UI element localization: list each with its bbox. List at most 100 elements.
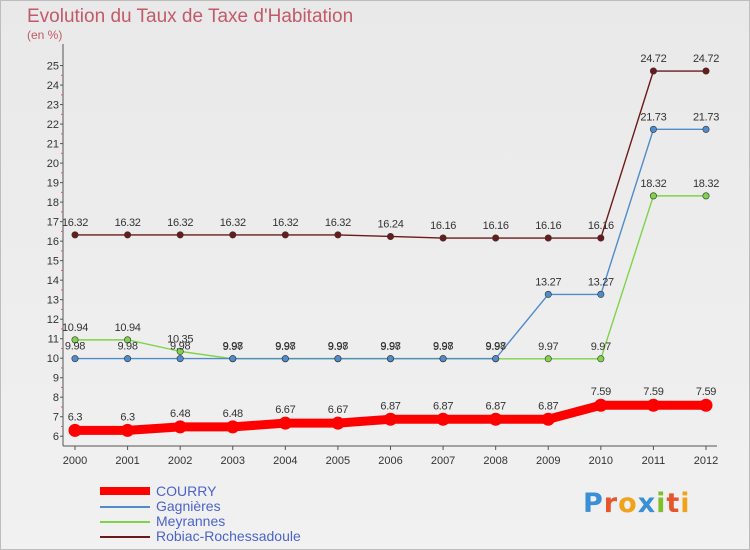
data-point xyxy=(649,125,657,133)
logo-letter: r xyxy=(603,488,619,519)
x-tick-label: 2011 xyxy=(642,455,666,467)
data-point xyxy=(226,420,240,434)
data-point xyxy=(71,355,79,363)
data-label: 9.97 xyxy=(328,341,348,353)
legend-swatch-gagnieres xyxy=(100,506,150,508)
data-point xyxy=(439,355,447,363)
data-point xyxy=(702,125,710,133)
data-label: 9.97 xyxy=(486,341,506,353)
legend-swatch-courry xyxy=(100,487,150,495)
data-label: 21.73 xyxy=(693,111,719,123)
logo-letter: P xyxy=(583,488,604,519)
data-label: 6.87 xyxy=(433,400,453,412)
data-label: 9.97 xyxy=(275,341,295,353)
data-point xyxy=(597,355,605,363)
data-label: 9.98 xyxy=(380,341,400,353)
data-point xyxy=(702,192,710,200)
y-unit-label: (en %) xyxy=(27,28,63,42)
data-point xyxy=(597,234,605,242)
data-point xyxy=(68,423,82,437)
y-tick-label: 20 xyxy=(47,158,59,170)
data-point xyxy=(334,355,342,363)
y-tick-label: 12 xyxy=(47,314,59,326)
data-point xyxy=(597,290,605,298)
data-point xyxy=(278,416,292,430)
y-tick-label: 22 xyxy=(47,119,59,131)
data-point xyxy=(176,347,184,355)
data-point xyxy=(386,355,394,363)
data-label: 6.67 xyxy=(328,404,348,416)
data-label: 16.32 xyxy=(325,217,351,229)
series-line-robiac-rochessadoule xyxy=(74,70,707,239)
y-tick-label: 23 xyxy=(47,100,59,112)
y-tick-label: 7 xyxy=(53,412,59,424)
x-tick-label: 2000 xyxy=(63,455,87,467)
legend-label-courry: COURRY xyxy=(156,483,217,499)
y-tick-label: 16 xyxy=(47,236,59,248)
chart-title: Evolution du Taux de Taxe d'Habitation xyxy=(27,6,354,27)
data-label: 24.72 xyxy=(640,53,666,65)
y-tick-label: 8 xyxy=(53,392,59,404)
x-tick-label: 2002 xyxy=(168,455,192,467)
data-label: 13.27 xyxy=(535,276,561,288)
data-label: 6.87 xyxy=(538,400,558,412)
data-label: 9.98 xyxy=(170,341,190,353)
legend-label-robiac: Robiac-Rochessadoule xyxy=(156,528,301,544)
data-label: 9.97 xyxy=(433,341,453,353)
data-label: 9.98 xyxy=(223,341,243,353)
logo-letter: x xyxy=(637,488,657,519)
y-tick-label: 14 xyxy=(47,275,59,287)
data-point xyxy=(176,231,184,239)
data-point xyxy=(334,231,342,239)
data-point xyxy=(702,67,710,75)
data-label: 9.97 xyxy=(538,341,558,353)
data-point xyxy=(489,412,503,426)
data-label: 9.98 xyxy=(328,341,348,353)
y-tick-label: 6 xyxy=(53,431,59,443)
data-label: 10.35 xyxy=(167,333,193,345)
data-label: 9.97 xyxy=(380,341,400,353)
data-label: 7.59 xyxy=(591,386,611,398)
data-label: 9.98 xyxy=(117,341,137,353)
data-label: 18.32 xyxy=(640,178,666,190)
data-point xyxy=(121,423,135,437)
proxiti-logo[interactable]: Proxiti xyxy=(583,488,691,519)
data-point xyxy=(386,232,394,240)
data-point xyxy=(699,398,713,412)
data-label: 16.16 xyxy=(588,220,614,232)
data-point xyxy=(124,336,132,344)
x-tick-label: 2009 xyxy=(536,455,560,467)
data-point xyxy=(594,398,608,412)
y-tick-label: 13 xyxy=(47,295,59,307)
data-label: 16.32 xyxy=(62,217,88,229)
data-label: 9.98 xyxy=(486,341,506,353)
data-point xyxy=(124,231,132,239)
data-point xyxy=(176,355,184,363)
data-point xyxy=(544,355,552,363)
legend-label-gagnieres: Gagnières xyxy=(156,498,221,514)
data-label: 6.3 xyxy=(68,411,83,423)
data-label: 16.32 xyxy=(220,217,246,229)
x-tick-label: 2004 xyxy=(273,455,297,467)
logo-letter: t xyxy=(666,488,681,519)
legend-label-meyrannes: Meyrannes xyxy=(156,513,226,529)
data-label: 16.16 xyxy=(430,220,456,232)
data-point xyxy=(173,420,187,434)
x-tick-label: 2006 xyxy=(378,455,402,467)
data-label: 9.97 xyxy=(223,341,243,353)
data-label: 7.59 xyxy=(696,386,716,398)
data-label: 16.32 xyxy=(167,217,193,229)
x-tick-label: 2008 xyxy=(483,455,507,467)
x-tick-label: 2010 xyxy=(589,455,613,467)
x-tick-label: 2001 xyxy=(115,455,139,467)
data-label: 6.67 xyxy=(275,404,295,416)
data-label: 21.73 xyxy=(640,111,666,123)
data-label: 6.87 xyxy=(380,400,400,412)
x-tick-label: 2005 xyxy=(326,455,350,467)
x-tick-label: 2003 xyxy=(221,455,245,467)
y-tick-label: 19 xyxy=(47,178,59,190)
data-label: 16.32 xyxy=(115,217,141,229)
x-tick-label: 2007 xyxy=(431,455,455,467)
data-point xyxy=(436,412,450,426)
